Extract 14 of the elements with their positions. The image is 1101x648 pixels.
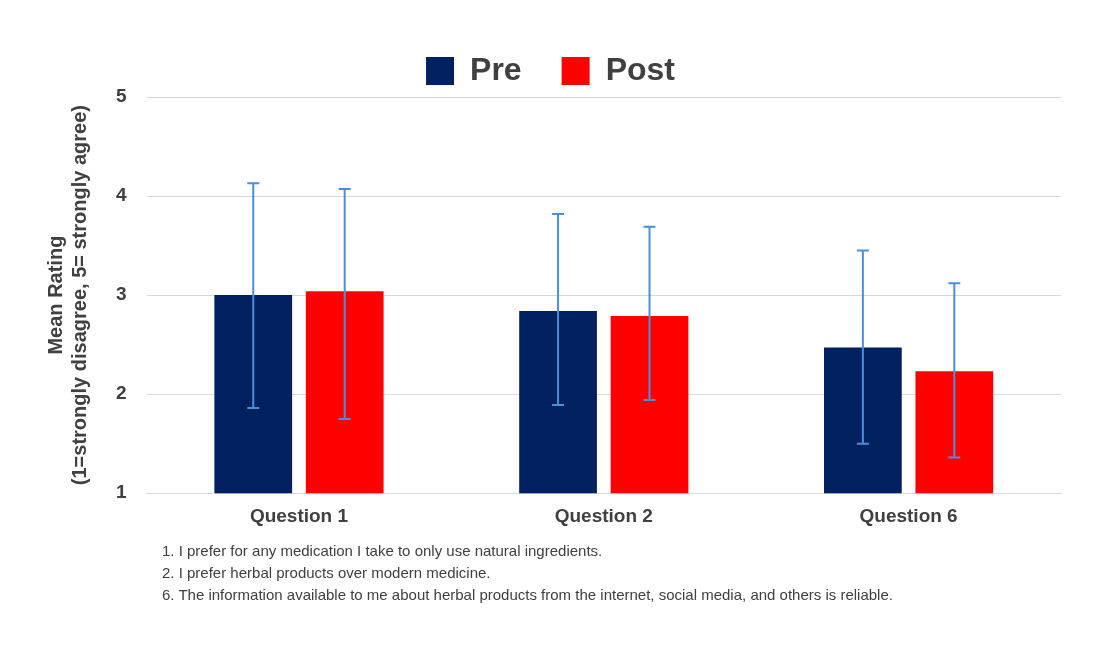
y-tick-label: 1 — [115, 481, 127, 503]
y-axis-title: Mean Rating (1=strongly disagree, 5= strongly agree) — [43, 105, 90, 486]
x-tick-label: Question 1 — [249, 504, 349, 526]
text: 6. The information available to me about herbal products from the internet, social media, and others is reliable. — [162, 585, 894, 605]
y-tick-label: 5 — [115, 85, 127, 107]
legend-label: Pre — [470, 50, 522, 87]
text: 2. I prefer herbal products over modern medicine. — [162, 563, 492, 583]
x-tick-label: Question 6 — [859, 504, 958, 526]
x-tick-label: Question 2 — [554, 504, 653, 526]
y-tick-label: 3 — [115, 283, 127, 305]
legend-label: Post — [605, 50, 676, 87]
y-tick-label: 4 — [115, 184, 127, 206]
y-tick-label: 2 — [115, 382, 127, 404]
text: 1. I prefer for any medication I take to only use natural ingredients. — [162, 541, 604, 561]
